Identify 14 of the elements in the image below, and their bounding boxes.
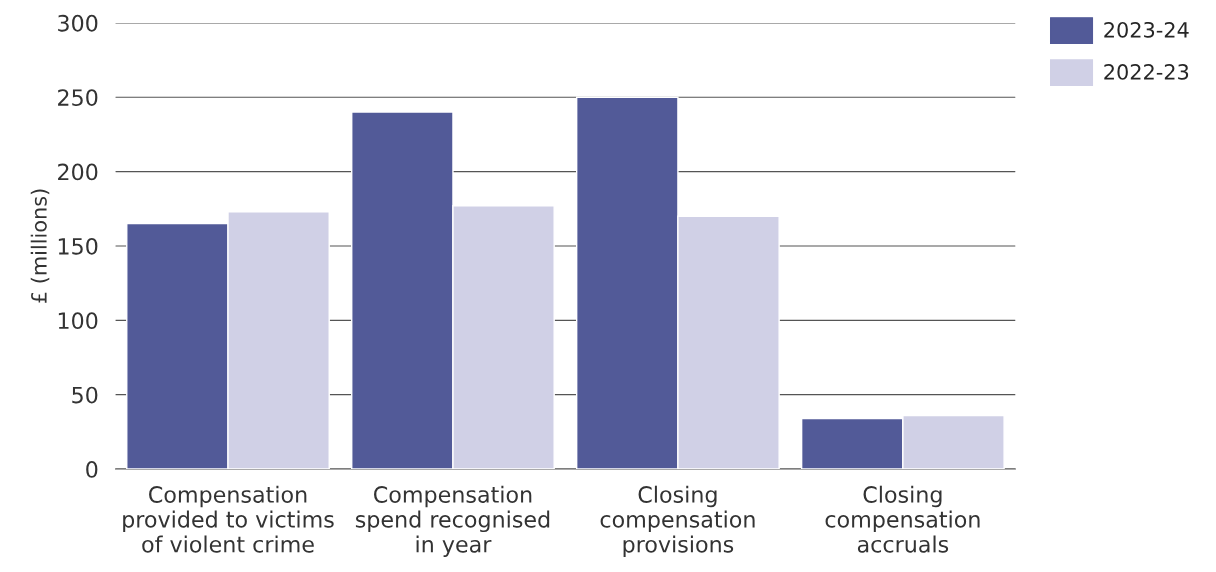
x-tick-label: Compensation spend recognised in year — [355, 485, 550, 557]
y-tick-label: 150 — [58, 237, 98, 255]
y-tick-label: 250 — [58, 89, 98, 106]
y-tick-label: 100 — [58, 312, 98, 330]
y-tick-label: 300 — [58, 14, 98, 32]
x-tick-label: Closing compensation accruals — [825, 485, 980, 553]
legend-label: 2023-24 — [1104, 21, 1189, 38]
y-tick-label: 200 — [58, 163, 98, 181]
legend-label: 2022-23 — [1104, 64, 1189, 80]
y-tick-label: 50 — [72, 386, 98, 404]
y-axis-title: £ (millions) — [30, 189, 50, 303]
x-tick-label: Compensation provided to victims of violent crime — [123, 485, 334, 553]
x-tick-label: Closing compensation provisions — [600, 485, 755, 557]
y-tick-label: 0 — [86, 460, 98, 478]
